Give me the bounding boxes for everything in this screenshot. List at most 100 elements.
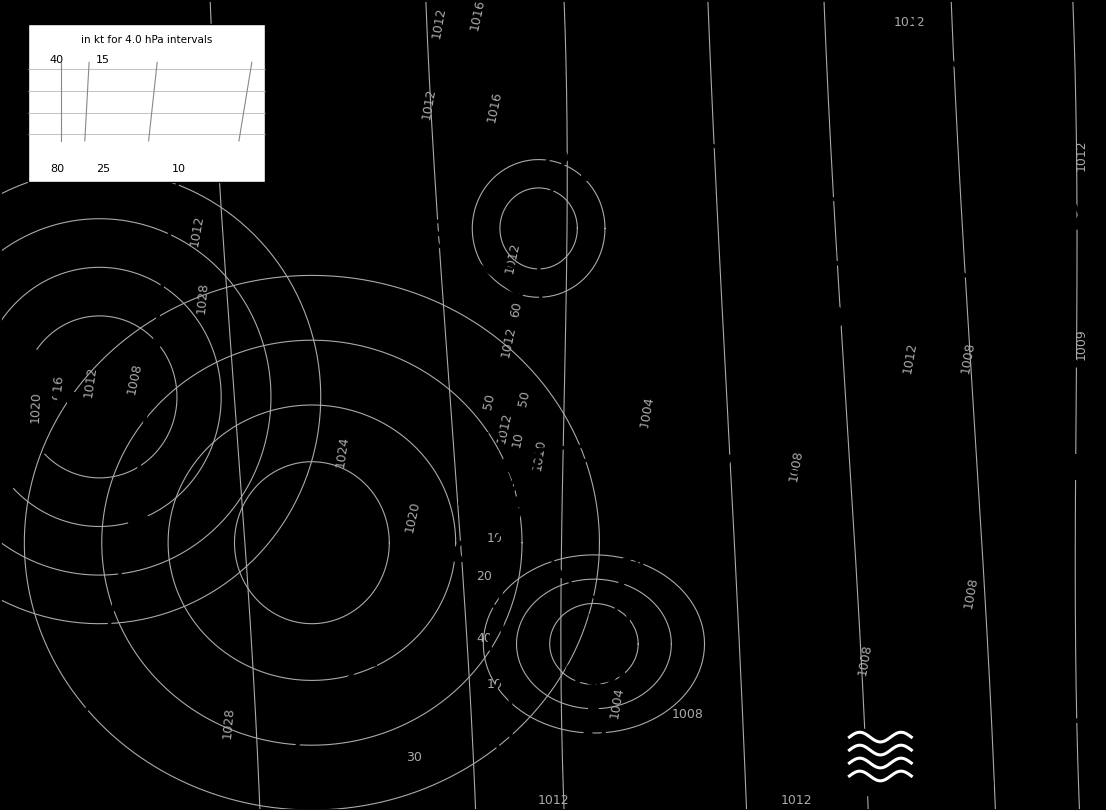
Text: L: L <box>1057 696 1079 730</box>
Text: 999: 999 <box>563 662 627 691</box>
Text: 10: 10 <box>487 678 502 691</box>
Polygon shape <box>639 458 655 473</box>
Polygon shape <box>525 530 541 544</box>
Text: 80: 80 <box>50 164 64 174</box>
Text: 1008: 1008 <box>125 362 145 396</box>
Text: 1012: 1012 <box>904 28 950 45</box>
Polygon shape <box>1011 128 1030 145</box>
Text: L: L <box>667 318 687 347</box>
Text: 1008: 1008 <box>959 341 977 375</box>
Polygon shape <box>546 194 563 211</box>
Polygon shape <box>1061 352 1079 370</box>
Polygon shape <box>398 185 415 199</box>
Text: 1012: 1012 <box>538 794 568 807</box>
Text: 1010: 1010 <box>531 438 549 472</box>
Text: 50: 50 <box>481 392 497 410</box>
Text: 50N: 50N <box>6 108 25 117</box>
Polygon shape <box>549 565 563 578</box>
Polygon shape <box>1005 307 1024 325</box>
Text: 1012: 1012 <box>781 794 812 807</box>
Polygon shape <box>567 144 585 160</box>
Text: 40: 40 <box>477 632 492 645</box>
Text: 10: 10 <box>171 164 186 174</box>
Text: L: L <box>585 613 605 642</box>
Text: L: L <box>65 338 85 367</box>
Text: 101: 101 <box>1033 508 1097 537</box>
Polygon shape <box>361 652 376 666</box>
Text: 60N: 60N <box>6 86 25 96</box>
Polygon shape <box>403 599 419 613</box>
Polygon shape <box>319 705 335 718</box>
Text: 1012: 1012 <box>894 16 925 29</box>
Text: 60: 60 <box>509 301 524 318</box>
Text: 1008: 1008 <box>856 643 874 677</box>
Text: 1012: 1012 <box>1075 139 1088 172</box>
Text: 1020: 1020 <box>403 500 422 534</box>
Text: H: H <box>825 250 856 284</box>
Text: 25: 25 <box>96 164 111 174</box>
Polygon shape <box>655 378 670 394</box>
Text: 1028: 1028 <box>221 706 237 739</box>
Text: 1012: 1012 <box>502 241 522 275</box>
Text: 1000: 1000 <box>650 486 721 510</box>
Text: 40N: 40N <box>6 130 25 139</box>
Text: 1024: 1024 <box>334 436 352 468</box>
Text: 50: 50 <box>517 390 532 407</box>
Text: 1008: 1008 <box>962 576 980 610</box>
Bar <box>843 729 918 795</box>
Text: 1012: 1012 <box>499 325 519 359</box>
Polygon shape <box>884 225 901 244</box>
Polygon shape <box>131 505 148 523</box>
Polygon shape <box>492 495 508 509</box>
Text: 10: 10 <box>510 430 525 448</box>
Text: 1012: 1012 <box>420 87 438 121</box>
Text: 1012: 1012 <box>430 6 448 40</box>
Polygon shape <box>1043 169 1062 185</box>
Polygon shape <box>539 247 555 264</box>
Polygon shape <box>447 547 463 561</box>
Text: 1029: 1029 <box>273 545 351 573</box>
Polygon shape <box>378 119 396 137</box>
Text: 1004: 1004 <box>638 394 656 428</box>
Text: 1004: 1004 <box>354 185 431 212</box>
Text: 40: 40 <box>50 55 64 65</box>
Text: 1014: 1014 <box>804 305 888 335</box>
Polygon shape <box>973 89 992 106</box>
Text: in kt for 4.0 hPa intervals: in kt for 4.0 hPa intervals <box>81 35 212 45</box>
Polygon shape <box>495 458 510 471</box>
Text: 998: 998 <box>1036 747 1100 776</box>
Text: 1016: 1016 <box>50 374 65 407</box>
Text: 20: 20 <box>477 570 492 583</box>
Polygon shape <box>577 754 592 769</box>
Text: L: L <box>596 111 616 140</box>
Polygon shape <box>947 264 964 283</box>
Polygon shape <box>672 130 689 148</box>
Polygon shape <box>933 50 952 67</box>
Bar <box>28 24 265 182</box>
Polygon shape <box>91 679 109 697</box>
Polygon shape <box>414 213 430 228</box>
Text: 1000: 1000 <box>453 486 524 510</box>
Text: H: H <box>300 492 324 521</box>
Text: 1016: 1016 <box>468 0 488 32</box>
Text: 1016: 1016 <box>484 90 504 124</box>
Polygon shape <box>629 497 645 513</box>
Text: L: L <box>383 135 403 164</box>
Polygon shape <box>387 76 406 94</box>
Text: 10: 10 <box>487 532 502 545</box>
Polygon shape <box>166 243 184 261</box>
Text: 30: 30 <box>406 751 421 764</box>
Text: 1012: 1012 <box>494 411 514 445</box>
Polygon shape <box>583 729 597 744</box>
Text: 15: 15 <box>96 55 111 65</box>
Text: 994: 994 <box>43 390 107 420</box>
Text: 70N: 70N <box>6 64 25 74</box>
Text: metoffice.gov: metoffice.gov <box>924 779 1001 789</box>
Polygon shape <box>647 418 662 434</box>
Polygon shape <box>1070 213 1088 230</box>
Text: 1020: 1020 <box>29 390 42 423</box>
Polygon shape <box>398 32 416 51</box>
Text: 1028: 1028 <box>195 282 210 314</box>
Text: 1007: 1007 <box>726 40 790 65</box>
Text: 1008: 1008 <box>787 449 805 483</box>
